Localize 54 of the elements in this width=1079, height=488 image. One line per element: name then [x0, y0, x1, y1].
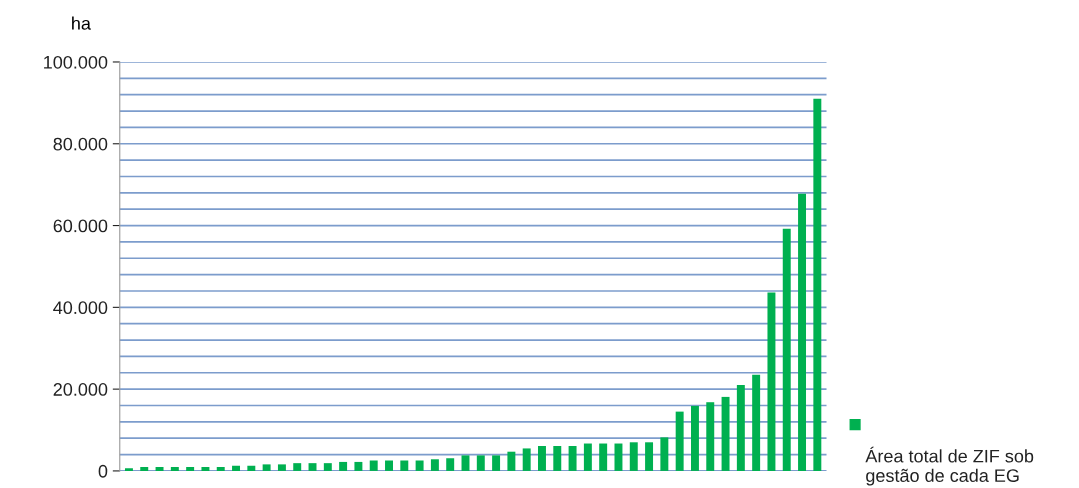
bar	[798, 193, 807, 471]
bar	[293, 463, 302, 471]
bar	[461, 455, 470, 471]
y-tick-label: 40.000	[53, 301, 108, 315]
bar	[782, 228, 791, 471]
bar	[629, 442, 638, 471]
bar	[522, 448, 531, 471]
bar	[277, 464, 286, 471]
bar	[170, 467, 179, 471]
bar	[538, 445, 546, 471]
bar	[262, 464, 271, 471]
bar	[706, 402, 715, 471]
y-tick-label: 80.000	[53, 137, 108, 151]
bar	[400, 460, 409, 471]
bar	[140, 467, 149, 471]
bar	[339, 461, 348, 471]
bar	[553, 445, 562, 471]
bar	[645, 442, 654, 471]
y-tick-label: 60.000	[53, 219, 108, 233]
y-tick-label: 0	[98, 464, 108, 478]
bar	[430, 459, 439, 471]
bar	[323, 463, 332, 471]
bar	[201, 467, 210, 471]
bar	[690, 405, 699, 471]
bar	[767, 292, 776, 471]
bar	[736, 385, 745, 471]
bar	[660, 437, 669, 471]
bar	[583, 443, 592, 471]
y-tick-label: 20.000	[53, 383, 108, 396]
y-axis-title: ha	[72, 16, 91, 30]
bar	[186, 467, 195, 471]
bar	[507, 451, 516, 471]
bar	[476, 455, 485, 471]
y-tick-label: 100.000	[44, 55, 108, 69]
bar	[354, 461, 363, 471]
bar	[216, 467, 225, 471]
bar	[675, 411, 684, 471]
bar	[721, 396, 730, 471]
bar	[369, 460, 378, 471]
bar	[124, 468, 133, 471]
bar	[155, 467, 164, 471]
bar	[308, 463, 317, 471]
bar	[247, 465, 256, 471]
bar	[752, 374, 761, 471]
legend-label: Área total de ZIF sob gestão de cada EG	[865, 446, 1034, 486]
bar	[568, 445, 577, 471]
bar	[446, 458, 455, 471]
bar	[614, 443, 623, 471]
bar	[813, 98, 822, 471]
bar	[232, 465, 241, 471]
bar	[599, 443, 608, 471]
bar	[385, 460, 393, 471]
bar	[492, 455, 501, 471]
bar	[415, 460, 424, 471]
